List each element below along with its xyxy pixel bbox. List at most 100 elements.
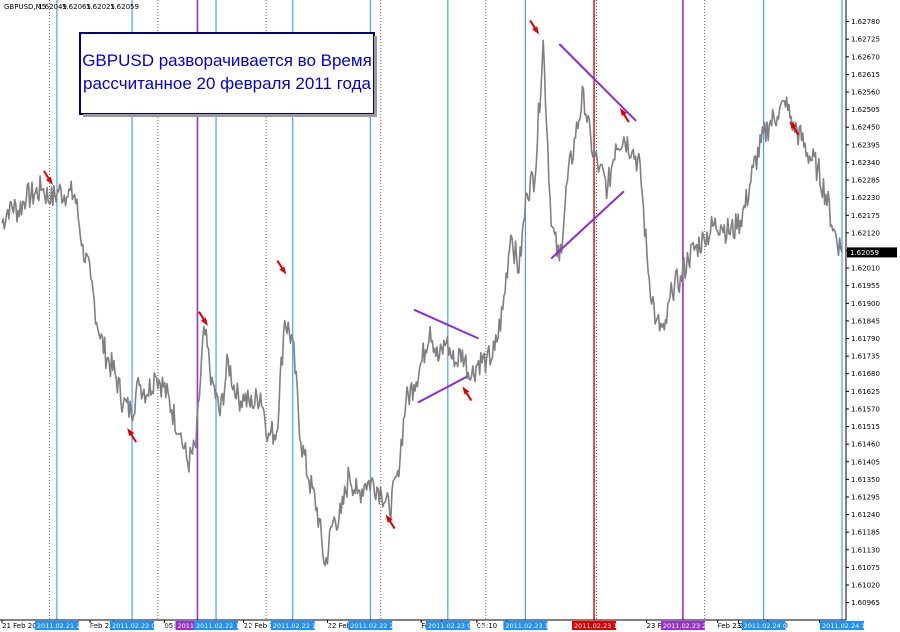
arrow-head-4 <box>385 514 393 523</box>
arrow-head-1 <box>127 428 135 437</box>
y-tick-label-11: 1.62175 <box>851 212 880 220</box>
x-tick-label-8: 05:10 <box>477 622 497 630</box>
annotation-shadow <box>374 36 377 117</box>
trendline-0 <box>417 376 467 404</box>
y-tick-label-22: 1.61570 <box>851 405 880 413</box>
arrow-head-7 <box>619 108 627 117</box>
time-marker-badge-3: 2011.02.22 10:40 <box>194 621 254 630</box>
time-marker-badge-5: 2011.02.22 22:40 <box>348 621 408 630</box>
red-arrow-4 <box>385 514 396 530</box>
red-arrow-7 <box>619 108 630 123</box>
y-tick-label-17: 1.61845 <box>851 317 880 325</box>
time-marker-box-1 <box>110 621 155 630</box>
time-markers: 2011.02.21 22:40 2011.02.22 04:40 2011.02.… <box>34 621 880 630</box>
y-tick-label-30: 1.61130 <box>851 546 880 554</box>
trendline-3 <box>550 190 625 260</box>
time-marker-label-3: 2011.02.22 10:40 <box>196 622 254 630</box>
y-tick-label-7: 1.62395 <box>851 141 880 149</box>
y-tick-label-0: 1.62780 <box>851 18 880 26</box>
x-tick-label-1: Feb 23:50 <box>90 622 125 630</box>
x-tick-label-4: 22 Feb 13: <box>244 622 281 630</box>
symbol-label: GBPUSD,M5 <box>4 3 46 11</box>
time-marker-label-0: 2011.02.21 22:40 <box>37 622 95 630</box>
time-marker-badge-7: 2011.02.23 10:40 <box>503 621 563 630</box>
x-tick-label-11: Feb 23:50 <box>718 622 753 630</box>
y-tick-label-24: 1.61460 <box>851 441 880 449</box>
y-tick-label-4: 1.62560 <box>851 89 880 97</box>
time-marker-box-6 <box>425 621 470 630</box>
y-tick-label-18: 1.61790 <box>851 335 880 343</box>
red-arrow-1 <box>127 428 138 443</box>
arrow-head-0 <box>45 176 53 185</box>
time-marker-label-7: 2011.02.23 10:40 <box>505 622 563 630</box>
time-marker-badge-0: 2011.02.21 22:40 <box>34 621 95 630</box>
y-tick-label-20: 1.61680 <box>851 370 880 378</box>
time-marker-box-0 <box>34 621 79 630</box>
x-tick-label-0: 21 Feb 2011 <box>2 622 46 630</box>
y-tick-label-5: 1.62505 <box>851 106 880 114</box>
y-tick-label-23: 1.61515 <box>851 423 880 431</box>
time-marker-badge-4: 2011.02.22 16:40 <box>270 621 331 630</box>
y-axis-panel <box>846 0 900 632</box>
x-tick-label-3: 05:10 <box>164 622 184 630</box>
current-price-badge: 1.62059 <box>847 247 897 258</box>
time-marker-badge-6: 2011.02.23 04:40 <box>425 621 486 630</box>
time-vlines <box>49 0 843 620</box>
y-tick-label-27: 1.61295 <box>851 493 880 501</box>
y-tick-label-8: 1.62340 <box>851 159 880 167</box>
time-marker-box-10 <box>741 621 786 630</box>
y-tick-label-2: 1.62670 <box>851 53 880 61</box>
symbol-info: GBPUSD,M5 1.62049 1.62065 1.62025 1.6205… <box>4 3 139 11</box>
arrow-head-3 <box>279 266 287 275</box>
time-marker-badge-1: 2011.02.22 04:40 <box>110 621 170 630</box>
ohlc-close: 1.62059 <box>110 3 139 11</box>
time-marker-badge-9: 2011.02.23 22:30 <box>660 621 721 630</box>
trendline-2 <box>558 43 637 122</box>
red-arrow-6 <box>529 19 540 35</box>
y-tick-label-16: 1.61900 <box>851 300 880 308</box>
time-marker-label-8: 2011.02.23 16:00 <box>574 622 632 630</box>
red-arrow-2 <box>198 311 208 326</box>
annotation-line-1: GBPUSD разворачивается во Время <box>82 51 372 70</box>
y-tick-label-14: 1.62010 <box>851 265 880 273</box>
y-tick-label-3: 1.62615 <box>851 71 880 79</box>
y-tick-label-9: 1.62285 <box>851 177 880 185</box>
time-marker-box-8 <box>572 621 617 630</box>
arrows <box>43 19 800 530</box>
current-price-label: 1.62059 <box>850 249 879 257</box>
time-marker-label-1: 2011.02.22 04:40 <box>112 622 170 630</box>
y-tick-label-10: 1.62230 <box>851 194 880 202</box>
time-marker-box-11 <box>820 621 864 630</box>
y-tick-label-6: 1.62450 <box>851 124 880 132</box>
time-marker-label-4: 2011.02.22 16:40 <box>273 622 331 630</box>
time-marker-box-5 <box>348 621 393 630</box>
arrow-head-2 <box>200 317 208 326</box>
annotation-shadow-bottom <box>83 114 377 117</box>
annotation-frame <box>79 32 375 115</box>
price-line <box>1 39 843 567</box>
y-axis-ticks: 1.62780 1.62725 1.62670 1.62615 1.62560 1.625… <box>846 18 880 607</box>
y-tick-label-28: 1.61240 <box>851 511 880 519</box>
y-tick-label-19: 1.61735 <box>851 353 880 361</box>
y-tick-label-15: 1.61955 <box>851 282 880 290</box>
y-tick-label-21: 1.61625 <box>851 388 880 396</box>
time-marker-label-6: 2011.02.23 04:40 <box>428 622 486 630</box>
y-tick-label-1: 1.62725 <box>851 36 880 44</box>
arrow-head-5 <box>462 386 470 395</box>
red-arrow-8 <box>789 120 800 136</box>
time-marker-box-3 <box>194 621 239 630</box>
y-tick-label-12: 1.62120 <box>851 229 880 237</box>
time-marker-badge-10: 2011.02.24 04:40 <box>741 621 802 630</box>
time-marker-box-9 <box>660 621 705 630</box>
time-marker-box-4 <box>270 621 315 630</box>
time-marker-badge-8: 2011.02.23 16:00 <box>572 621 632 630</box>
y-tick-label-25: 1.61405 <box>851 458 880 466</box>
current-price-box <box>847 247 897 258</box>
red-arrow-5 <box>462 386 473 402</box>
annotation-box: GBPUSD разворачивается во Время рассчита… <box>79 32 377 117</box>
red-arrow-3 <box>276 259 287 275</box>
time-marker-badge-11: 2011.02.24 10:40 <box>820 621 880 630</box>
annotation-line-2: рассчитанное 20 февраля 2011 года <box>83 74 371 93</box>
ohlc-low: 1.62025 <box>86 3 115 11</box>
